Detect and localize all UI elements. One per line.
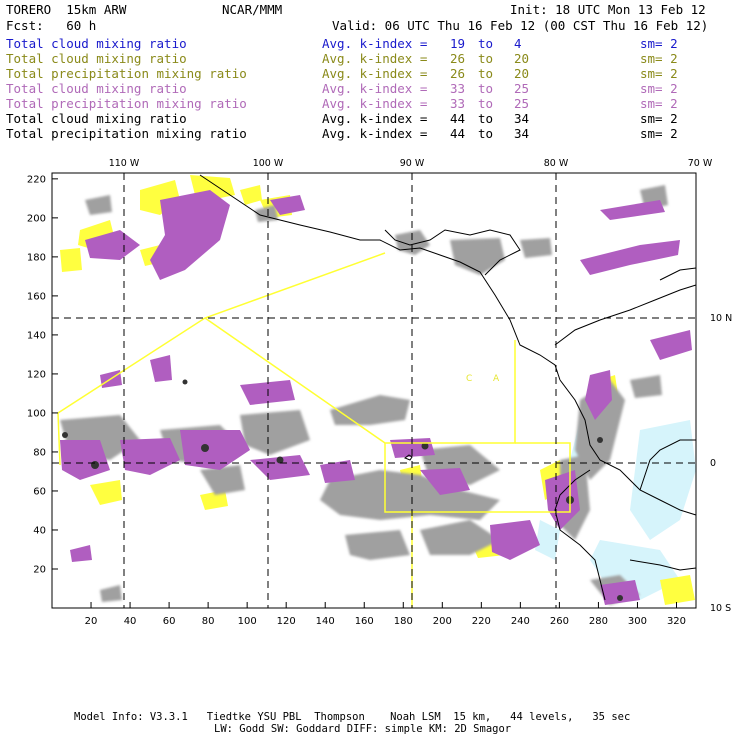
legend-kindex: Avg. k-index = bbox=[322, 36, 435, 51]
x-tick-label: 240 bbox=[511, 616, 530, 627]
legend-sm: sm= 2 bbox=[640, 66, 678, 81]
x-tick-label: 40 bbox=[124, 616, 137, 627]
legend-to: to bbox=[478, 126, 494, 141]
lon-label: 110 W bbox=[109, 158, 140, 169]
x-tick-label: 100 bbox=[238, 616, 257, 627]
legend-field: Total cloud mixing ratio bbox=[6, 36, 187, 51]
legend-field: Total precipitation mixing ratio bbox=[6, 126, 247, 141]
legend-lo: 20 bbox=[514, 66, 530, 81]
x-tick-label: 220 bbox=[472, 616, 491, 627]
y-tick-label: 60 bbox=[33, 486, 46, 497]
legend-to: to bbox=[478, 36, 494, 51]
region-label: C bbox=[466, 374, 472, 384]
legend-sm: sm= 2 bbox=[640, 36, 678, 51]
legend-kindex: Avg. k-index = bbox=[322, 81, 435, 96]
legend-kindex: Avg. k-index = bbox=[322, 111, 435, 126]
lon-label: 70 W bbox=[688, 158, 713, 169]
lat-labels: 10 N 0 10 S bbox=[710, 313, 732, 614]
legend-sm: sm= 2 bbox=[640, 51, 678, 66]
legend-sm: sm= 2 bbox=[640, 81, 678, 96]
legend-to: to bbox=[478, 51, 494, 66]
legend-sm: sm= 2 bbox=[640, 126, 678, 141]
purple-cloud-field bbox=[60, 190, 692, 605]
org-label: NCAR/MMM bbox=[222, 2, 283, 17]
legend-hi: 44 bbox=[450, 111, 466, 126]
legend-to: to bbox=[478, 96, 494, 111]
y-tick-label: 20 bbox=[33, 564, 46, 575]
x-tick-label: 200 bbox=[433, 616, 452, 627]
legend-to: to bbox=[478, 81, 494, 96]
map-frame bbox=[51, 172, 697, 609]
legend-kindex: Avg. k-index = bbox=[322, 66, 435, 81]
legend-field: Total cloud mixing ratio bbox=[6, 81, 187, 96]
legend-kindex: Avg. k-index = bbox=[322, 126, 435, 141]
valid-time: Valid: 06 UTC Thu 16 Feb 12 (00 CST Thu … bbox=[332, 18, 709, 33]
legend-kindex: Avg. k-index = bbox=[322, 96, 435, 111]
lon-label: 80 W bbox=[544, 158, 569, 169]
x-ticks: 20 40 60 80 100 120 140 160 180 200 220 240 260 280 30… bbox=[85, 602, 686, 627]
legend-lo: 34 bbox=[514, 126, 530, 141]
legend-to: to bbox=[478, 111, 494, 126]
x-tick-label: 120 bbox=[277, 616, 296, 627]
gray-cloud-field bbox=[60, 185, 668, 605]
x-tick-label: 260 bbox=[550, 616, 569, 627]
legend-lo: 34 bbox=[514, 111, 530, 126]
y-tick-label: 100 bbox=[27, 408, 46, 419]
region-labels: C A bbox=[466, 374, 500, 384]
lat-lon-grid bbox=[52, 173, 696, 608]
y-tick-label: 180 bbox=[27, 252, 46, 263]
lon-labels: 110 W 100 W 90 W 80 W 70 W bbox=[109, 158, 713, 169]
legend-field: Total cloud mixing ratio bbox=[6, 51, 187, 66]
x-tick-label: 160 bbox=[355, 616, 374, 627]
init-time: Init: 18 UTC Mon 13 Feb 12 bbox=[510, 2, 706, 17]
y-tick-label: 140 bbox=[27, 330, 46, 341]
y-tick-label: 160 bbox=[27, 291, 46, 302]
legend-to: to bbox=[478, 66, 494, 81]
legend-kindex: Avg. k-index = bbox=[322, 51, 435, 66]
model-title: TORERO 15km ARW bbox=[6, 2, 127, 17]
y-tick-label: 120 bbox=[27, 369, 46, 380]
x-tick-label: 140 bbox=[316, 616, 335, 627]
legend-hi: 44 bbox=[450, 126, 466, 141]
lat-label: 10 N bbox=[710, 313, 732, 324]
x-tick-label: 20 bbox=[85, 616, 98, 627]
x-tick-label: 320 bbox=[667, 616, 686, 627]
legend-hi: 26 bbox=[450, 66, 466, 81]
y-tick-label: 80 bbox=[33, 447, 46, 458]
legend-lo: 25 bbox=[514, 96, 530, 111]
lat-label: 0 bbox=[710, 458, 716, 469]
legend-hi: 33 bbox=[450, 81, 466, 96]
footer-physics-info: LW: Godd SW: Goddard DIFF: simple KM: 2D… bbox=[214, 723, 512, 735]
legend-lo: 4 bbox=[514, 36, 522, 51]
x-tick-label: 300 bbox=[628, 616, 647, 627]
forecast-hour: Fcst: 60 h bbox=[6, 18, 97, 33]
legend-hi: 33 bbox=[450, 96, 466, 111]
region-label: A bbox=[493, 374, 500, 384]
x-tick-label: 180 bbox=[394, 616, 413, 627]
lon-label: 100 W bbox=[253, 158, 284, 169]
legend-hi: 26 bbox=[450, 51, 466, 66]
legend-sm: sm= 2 bbox=[640, 111, 678, 126]
x-tick-label: 280 bbox=[589, 616, 608, 627]
lon-label: 90 W bbox=[400, 158, 425, 169]
footer-model-info: Model Info: V3.3.1 Tiedtke YSU PBL Thomp… bbox=[74, 711, 631, 723]
y-ticks: 20 40 60 80 100 120 140 160 180 200 220 bbox=[27, 174, 58, 575]
legend-field: Total precipitation mixing ratio bbox=[6, 66, 247, 81]
legend-lo: 25 bbox=[514, 81, 530, 96]
y-tick-label: 40 bbox=[33, 525, 46, 536]
legend-sm: sm= 2 bbox=[640, 96, 678, 111]
lat-label: 10 S bbox=[710, 603, 731, 614]
legend-hi: 19 bbox=[450, 36, 466, 51]
x-tick-label: 60 bbox=[163, 616, 176, 627]
legend-lo: 20 bbox=[514, 51, 530, 66]
legend-field: Total cloud mixing ratio bbox=[6, 111, 187, 126]
x-tick-label: 80 bbox=[202, 616, 215, 627]
y-tick-label: 220 bbox=[27, 174, 46, 185]
y-tick-label: 200 bbox=[27, 213, 46, 224]
legend-field: Total precipitation mixing ratio bbox=[6, 96, 247, 111]
